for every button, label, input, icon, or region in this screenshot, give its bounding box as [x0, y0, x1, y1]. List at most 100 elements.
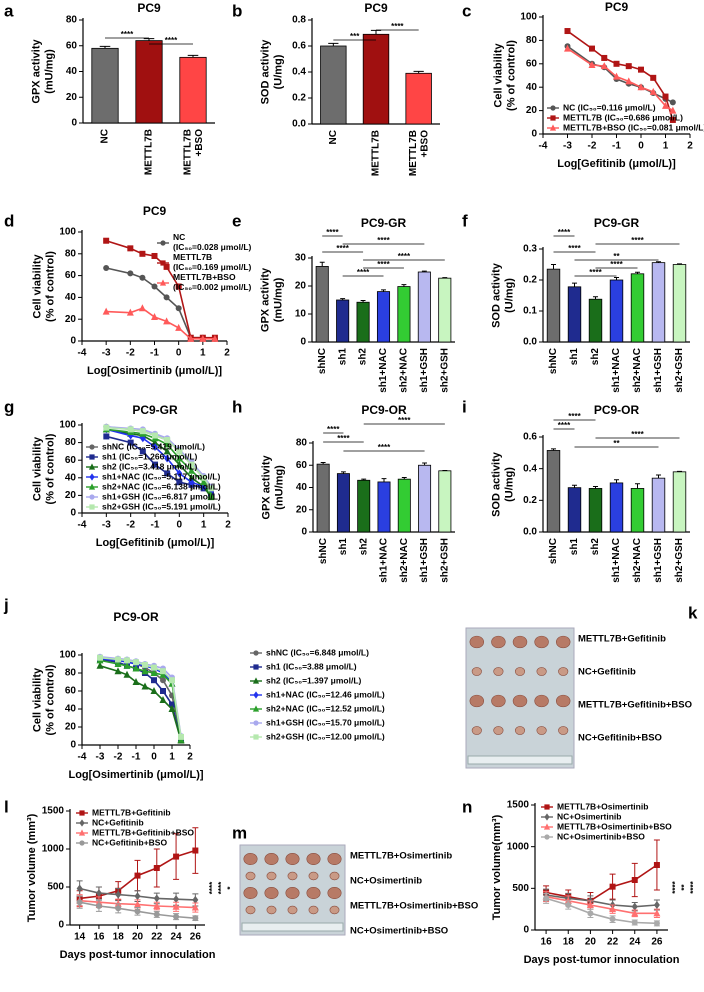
- bar: [546, 268, 561, 343]
- x-tick-label: 2: [225, 520, 231, 531]
- chart-title: PC9-GR: [132, 403, 178, 417]
- y-tick-label: 60: [526, 58, 538, 69]
- marker: [669, 106, 677, 114]
- error-bar: [442, 277, 448, 279]
- x-tick-label: 20: [585, 937, 597, 948]
- x-tick-label: sh1+NAC: [611, 538, 622, 583]
- error-bar: [401, 284, 407, 287]
- marker: [662, 101, 669, 109]
- legend-marker: [159, 279, 167, 286]
- marker: [200, 478, 208, 486]
- y-tick-label: 0.3: [523, 244, 537, 255]
- chart-title: PC9: [364, 1, 388, 15]
- significance-label: ****: [558, 421, 571, 430]
- marker: [95, 889, 102, 898]
- legend-label: sh1+GSH (IC₅₀=15.70 μmol/L): [266, 717, 385, 727]
- marker: [543, 895, 550, 902]
- tumor: [534, 635, 549, 649]
- x-tick-label: sh2+NAC: [399, 538, 410, 583]
- tumor: [264, 886, 279, 900]
- photo-label: METTL7B+Osimertinib: [350, 851, 452, 862]
- y-tick-label: 1500: [42, 806, 65, 817]
- y-tick-label: 60: [65, 455, 77, 466]
- significance-label: ****: [610, 260, 623, 269]
- marker: [600, 62, 608, 70]
- marker: [169, 677, 175, 684]
- marker: [625, 77, 633, 85]
- legend-marker: [79, 810, 85, 816]
- marker: [669, 116, 676, 123]
- y-tick-label: 30: [295, 253, 307, 264]
- x-tick-label: -3: [96, 752, 105, 763]
- bar: [588, 298, 603, 343]
- significance-label: ****: [568, 412, 581, 421]
- marker: [132, 678, 140, 685]
- marker: [103, 264, 110, 271]
- marker: [192, 915, 199, 922]
- y-tick-label: 0: [71, 118, 77, 129]
- significance-label: ****: [326, 228, 339, 237]
- chart-title: PC9-GR: [594, 216, 640, 230]
- x-tick-label: -2: [126, 348, 135, 359]
- legend-label: METTL7B+Gefitinib: [92, 807, 171, 817]
- legend-label: sh2 (IC₅₀=3.418 μmol/L): [102, 461, 198, 471]
- panel-letter: d: [4, 211, 14, 230]
- marker: [96, 661, 104, 669]
- marker: [187, 334, 195, 342]
- x-tick-label: 16: [541, 937, 553, 948]
- ruler: [241, 922, 344, 932]
- photo-label: NC+Osimertinib: [350, 876, 422, 887]
- legend-marker: [252, 705, 260, 712]
- significance-label: ****: [398, 416, 411, 425]
- legend-label: NC+Gefitinib: [92, 817, 144, 827]
- legend-marker: [549, 124, 557, 131]
- y-axis-label: GPX activity(mU/mg): [260, 267, 285, 332]
- bar: [630, 273, 645, 343]
- significance-label: ****: [378, 443, 391, 452]
- y-axis-label: GPX activity(mU/mg): [31, 39, 56, 104]
- marker: [609, 916, 616, 923]
- series-line: [545, 864, 658, 902]
- marker: [150, 687, 158, 694]
- tumor: [536, 726, 547, 735]
- significance-label: ****: [558, 228, 571, 237]
- error-bar: [381, 478, 387, 482]
- x-tick-label: sh1: [569, 538, 580, 556]
- marker: [127, 270, 134, 277]
- x-tick-label: sh2: [590, 348, 601, 366]
- tumor: [308, 905, 319, 915]
- legend-label: METTL7B+BSO (IC₅₀=0.002 μmol/L): [173, 272, 252, 292]
- y-tick-label: 0.0: [523, 337, 537, 348]
- x-tick-label: shNC: [548, 538, 559, 564]
- significance-label: ****: [377, 236, 390, 245]
- legend-marker: [88, 483, 96, 490]
- y-tick-label: 0.6: [523, 432, 537, 443]
- bar: [316, 463, 330, 533]
- legend-label: NC+Osimertinib+BSO: [557, 831, 645, 841]
- x-tick-label: -3: [102, 348, 111, 359]
- y-tick-label: 40: [296, 482, 308, 493]
- marker: [565, 902, 572, 908]
- bar: [651, 477, 666, 533]
- x-axis-label: Days post-tumor innoculation: [60, 949, 216, 961]
- tumor: [285, 886, 300, 900]
- marker: [153, 911, 160, 918]
- y-tick-label: 0.0: [523, 527, 537, 538]
- x-tick-label: shNC: [317, 348, 328, 374]
- ruler: [467, 755, 573, 765]
- bar: [672, 471, 687, 533]
- panel-letter: m: [232, 823, 247, 842]
- x-tick-label: sh1+GSH: [653, 538, 664, 583]
- marker: [102, 307, 110, 315]
- legend-marker: [89, 444, 95, 450]
- significance-label: ****: [217, 881, 226, 894]
- marker: [124, 657, 130, 664]
- error-bar: [320, 461, 326, 465]
- x-tick-label: sh2+GSH: [674, 538, 685, 583]
- photo-label: NC+Osimertinib+BSO: [350, 926, 448, 937]
- x-tick-label: -4: [78, 752, 87, 763]
- significance-label: *: [226, 886, 235, 890]
- significance-label: ****: [568, 244, 581, 253]
- marker: [178, 733, 184, 740]
- y-tick-label: 0: [531, 129, 537, 140]
